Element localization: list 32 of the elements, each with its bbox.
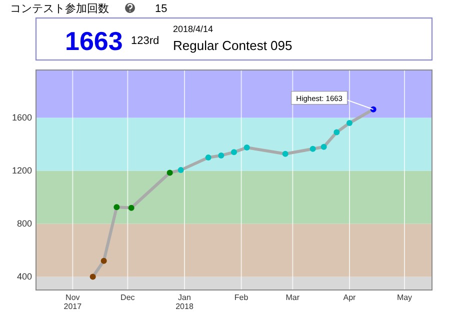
- text: 123rd: [131, 35, 160, 47]
- point: [244, 144, 250, 151]
- point: [334, 129, 340, 136]
- point: [218, 152, 224, 158]
- x-tick-label: Mar: [286, 293, 300, 302]
- point: [320, 144, 327, 150]
- y-tick-label: 800: [16, 218, 32, 229]
- x-tick-label: Feb: [234, 293, 249, 302]
- text: コンテスト参加回数: [10, 2, 109, 15]
- point: [114, 204, 120, 210]
- y-tick-label: 1200: [12, 166, 32, 176]
- point: [100, 258, 107, 264]
- point: [205, 154, 212, 160]
- x-tick-label: May: [396, 293, 412, 302]
- point: [346, 120, 352, 126]
- y-tick-label: 1600: [12, 112, 32, 123]
- point: [282, 150, 288, 157]
- x-tick-label: Nov 2017: [64, 293, 82, 311]
- text: 2018/4/14: [173, 24, 214, 34]
- y-tick-label: 400: [16, 272, 32, 282]
- x-tick-label: Apr: [343, 293, 356, 302]
- x-tick-label: Jan 2018: [176, 293, 194, 311]
- point: [231, 149, 237, 156]
- text: 1663: [65, 26, 123, 56]
- text: 15: [155, 3, 168, 15]
- point: [90, 274, 96, 280]
- point: [128, 204, 134, 211]
- point: [178, 167, 184, 174]
- point: [166, 170, 173, 176]
- text: Regular Contest 095: [173, 38, 292, 53]
- point: [310, 146, 316, 152]
- x-tick-label: Dec: [120, 293, 135, 302]
